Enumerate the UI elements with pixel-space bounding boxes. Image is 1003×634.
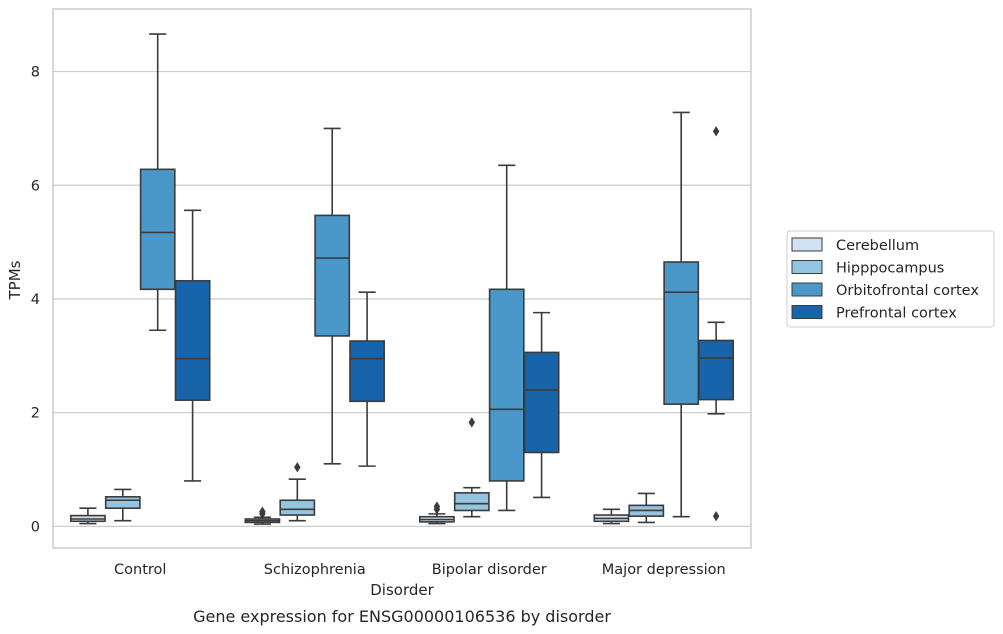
- legend-swatch: [791, 237, 823, 252]
- box-hipppocampus: [453, 417, 490, 518]
- box-orbitofrontal-cortex: [314, 127, 351, 465]
- plot-frame: [52, 8, 752, 549]
- x-tick-labels: Control Schizophrenia Bipolar disorder Majo…: [114, 562, 726, 578]
- y-tick-label: 0: [31, 519, 40, 535]
- box-plot-marks: [69, 33, 735, 525]
- legend-label: Hipppocampus: [836, 261, 944, 277]
- outlier-point: [259, 506, 266, 517]
- outlier-point: [468, 417, 476, 428]
- outlier-point: [712, 511, 720, 522]
- y-axis-title: TPMs: [6, 260, 24, 300]
- box-iqr: [174, 279, 211, 401]
- y-tick-label: 4: [31, 292, 40, 308]
- box-iqr: [698, 339, 735, 401]
- outlier-point: [294, 462, 301, 473]
- box-prefrontal-cortex: [349, 291, 386, 467]
- x-axis-title: Disorder: [370, 581, 434, 599]
- box-orbitofrontal-cortex: [488, 164, 525, 512]
- box-hipppocampus: [104, 488, 141, 522]
- x-tick-label: Bipolar disorder: [432, 562, 547, 578]
- box-iqr: [663, 261, 700, 405]
- legend-label: Cerebellum: [836, 238, 919, 254]
- box-cerebellum: [593, 508, 630, 525]
- legend-label: Orbitofrontal cortex: [836, 283, 979, 299]
- box-iqr: [104, 496, 141, 510]
- legend-swatch: [791, 260, 823, 274]
- legend-label: Prefrontal cortex: [836, 306, 957, 322]
- box-cerebellum: [418, 501, 455, 525]
- x-tick-label: Major depression: [602, 562, 726, 578]
- outlier-point: [712, 126, 720, 137]
- box-iqr: [349, 340, 386, 403]
- box-iqr: [279, 499, 316, 516]
- y-tick-label: 6: [31, 178, 40, 194]
- box-iqr: [488, 288, 525, 482]
- x-tick-label: Control: [114, 562, 166, 578]
- y-tick-label: 2: [31, 406, 40, 422]
- box-cerebellum: [69, 507, 106, 525]
- legend-swatch: [791, 282, 823, 297]
- x-tick-label: Schizophrenia: [264, 562, 366, 578]
- box-iqr: [314, 214, 351, 337]
- legend-swatch: [791, 305, 823, 319]
- box-orbitofrontal-cortex: [139, 33, 176, 332]
- box-iqr: [453, 492, 490, 512]
- box-iqr: [523, 351, 560, 454]
- box-prefrontal-cortex: [523, 311, 560, 499]
- outlier-point: [433, 501, 441, 512]
- legend: Cerebellum Hipppocampus Orbitofrontal cort…: [786, 230, 995, 328]
- box-hipppocampus: [279, 462, 316, 522]
- box-orbitofrontal-cortex: [663, 111, 700, 518]
- y-tick-label: 8: [31, 65, 40, 81]
- box-iqr: [139, 168, 176, 291]
- box-hipppocampus: [628, 492, 665, 524]
- chart-caption: Gene expression for ENSG00000106536 by d…: [193, 607, 611, 626]
- legend-frame: [786, 230, 995, 328]
- y-tick-labels: 0 2 4 6 8: [31, 65, 40, 536]
- box-prefrontal-cortex: [698, 126, 735, 522]
- box-cerebellum: [244, 506, 281, 525]
- box-prefrontal-cortex: [174, 209, 211, 482]
